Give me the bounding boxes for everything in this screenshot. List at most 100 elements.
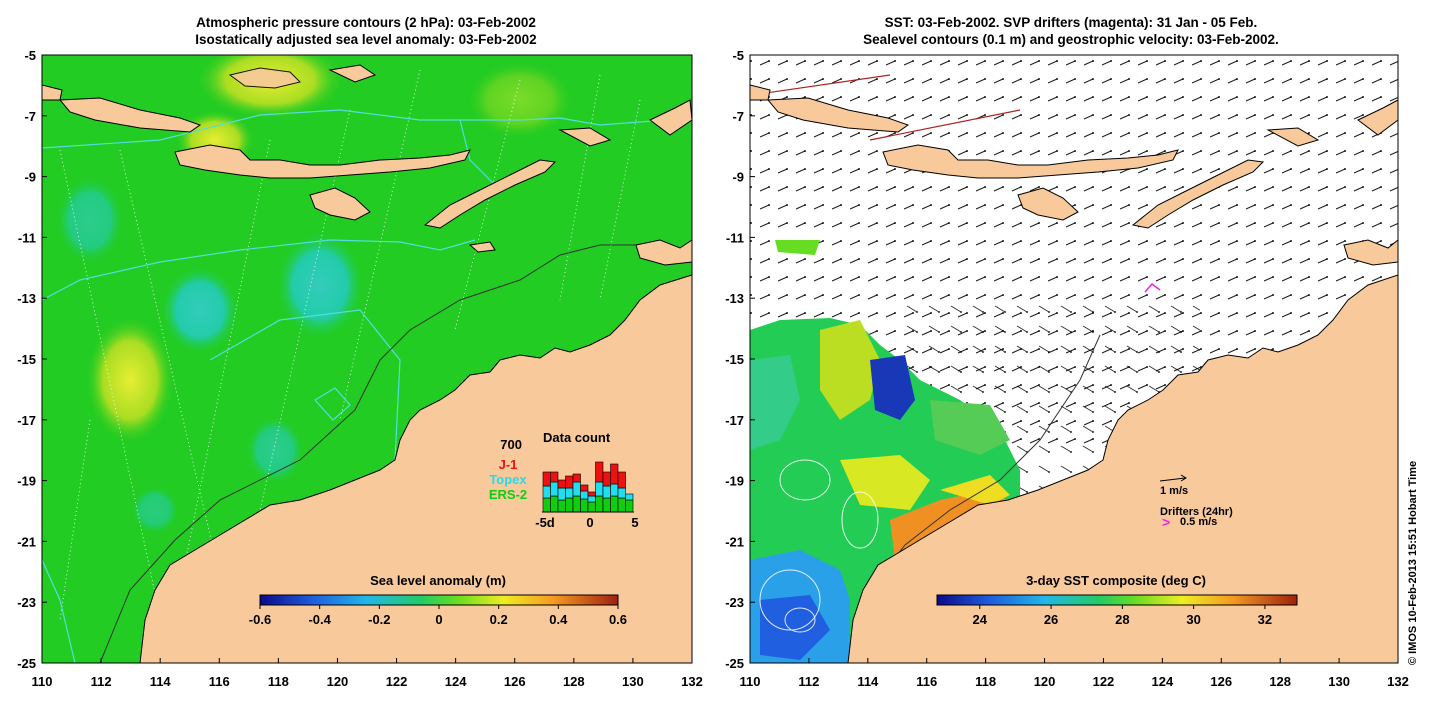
left-lon-tick-label: 112 <box>91 674 112 689</box>
left-colorbar: Sea level anomaly (m) -0.6 -0.4 -0.2 0 0.2 0.… <box>249 573 627 627</box>
data-count-bar-segment <box>580 498 589 513</box>
left-colorbar-tick-label: 0.6 <box>609 612 627 627</box>
right-lon-tick-label: 126 <box>1210 674 1232 689</box>
right-map-area <box>750 55 1398 663</box>
data-count-bar-segment <box>595 481 604 497</box>
left-colorbar-gradient <box>259 594 619 606</box>
data-count-bars <box>542 461 634 513</box>
data-count-bar-segment <box>557 479 566 489</box>
right-lon-tick-label: 112 <box>798 674 819 689</box>
anomaly-low-far-west <box>55 175 125 265</box>
right-colorbar-label: 3-day SST composite (deg C) <box>1026 573 1206 588</box>
velocity-legend-arrowhead <box>1180 474 1187 482</box>
data-count-bar-segment <box>587 491 596 497</box>
left-colorbar-tick-label: 0.2 <box>490 612 508 627</box>
data-count-bar-segment <box>602 485 611 499</box>
left-colorbar-tick-label: 0 <box>435 612 442 627</box>
lesser-sunda-land <box>174 144 471 179</box>
right-lon-tick-label: 114 <box>857 674 879 689</box>
right-colorbar-tick-label: 30 <box>1186 612 1200 627</box>
left-lat-tick-label: -15 <box>17 352 36 367</box>
data-count-bar-segment <box>572 481 581 497</box>
left-map-area <box>42 55 692 663</box>
right-colorbar-tick-label: 24 <box>973 612 988 627</box>
right-lat-tick-label: -21 <box>725 534 744 549</box>
left-lon-tick-label: 124 <box>445 674 467 689</box>
right-colorbar: 3-day SST composite (deg C) 24 26 28 30 32 <box>936 573 1298 627</box>
left-lon-tick-label: 132 <box>681 674 703 689</box>
right-lat-tick-label: -5 <box>732 48 744 63</box>
left-colorbar-tick-label: -0.4 <box>308 612 331 627</box>
right-lon-tick-label: 130 <box>1328 674 1350 689</box>
tanimbar-land <box>649 99 692 136</box>
right-lat-tick-label: -19 <box>725 474 744 489</box>
data-count-bar-segment <box>617 497 626 513</box>
left-title-line2: Isostatically adjusted sea level anomaly… <box>195 32 536 47</box>
right-lon-tick-label: 110 <box>740 674 761 689</box>
legend-ers2: ERS-2 <box>489 487 527 502</box>
data-count-bar-segment <box>542 485 551 499</box>
data-count-bar-segment <box>572 473 581 483</box>
right-axes: -5 -7 -9 -11 -13 -15 -17 -19 -21 -23 -25 110 112 114 1… <box>725 48 1409 689</box>
data-count-tick-end: 5 <box>631 515 638 530</box>
left-lon-tick-label: 128 <box>563 674 585 689</box>
data-count-bar-segment <box>602 497 611 513</box>
data-count-bar-segment <box>617 487 626 499</box>
drifter-track-magenta <box>1144 282 1161 293</box>
rote-land <box>468 241 496 253</box>
legend-j1: J-1 <box>499 457 518 472</box>
velocity-legend: 1 m/s Drifters (24hr) > 0.5 m/s <box>1159 474 1233 530</box>
data-count-bar-segment <box>565 475 574 489</box>
right-sumba-land <box>1017 187 1079 221</box>
left-lat-tick-label: -7 <box>24 109 36 124</box>
left-lon-tick-label: 114 <box>150 674 172 689</box>
anomaly-low-west <box>160 265 240 355</box>
data-count-bar-segment <box>550 495 559 513</box>
data-count-bar-segment <box>602 471 611 487</box>
sst-composite <box>750 240 1020 663</box>
left-lat-tick-label: -19 <box>17 474 36 489</box>
data-count-bar-segment <box>580 484 589 492</box>
left-colorbar-label: Sea level anomaly (m) <box>370 573 506 588</box>
sumba-land <box>309 187 371 221</box>
right-title-line1: SST: 03-Feb-2002. SVP drifters (magenta)… <box>885 15 1258 30</box>
right-java-land <box>766 97 910 133</box>
left-lat-tick-label: -9 <box>24 170 36 185</box>
data-count-bar-segment <box>625 493 634 501</box>
left-lon-tick-label: 120 <box>327 674 349 689</box>
left-lon-tick-label: 116 <box>209 674 230 689</box>
anomaly-high-west <box>85 315 175 445</box>
right-lat-tick-label: -15 <box>725 352 744 367</box>
arafura-coast-land <box>635 239 692 266</box>
left-lon-tick-label: 110 <box>32 674 53 689</box>
left-colorbar-tick-label: -0.6 <box>249 612 271 627</box>
data-count-bar-segment <box>557 487 566 501</box>
right-australia-land <box>847 274 1398 663</box>
left-lat-tick-label: -25 <box>17 656 36 671</box>
data-count-bar-segment <box>610 483 619 497</box>
data-count-bar-segment <box>550 471 559 483</box>
right-lat-tick-label: -11 <box>726 230 744 245</box>
right-lon-tick-label: 132 <box>1387 674 1409 689</box>
left-lat-tick-label: -17 <box>17 413 36 428</box>
left-lat-tick-label: -21 <box>17 534 36 549</box>
data-count-bar-segment <box>587 501 596 513</box>
right-colorbar-gradient <box>936 594 1298 606</box>
right-arafura-coast-land <box>1343 239 1398 266</box>
left-lon-tick-label: 130 <box>622 674 644 689</box>
data-count-bar-segment <box>587 495 596 503</box>
right-lon-tick-label: 122 <box>1093 674 1115 689</box>
left-title-line1: Atmospheric pressure contours (2 hPa): 0… <box>196 15 536 30</box>
data-count-bar-segment <box>610 495 619 513</box>
right-java-west-land <box>750 84 771 101</box>
right-lon-tick-label: 116 <box>916 674 937 689</box>
data-count-bar-segment <box>595 495 604 513</box>
left-lat-tick-label: -23 <box>17 595 36 610</box>
right-colorbar-tick-label: 32 <box>1258 612 1272 627</box>
right-tanimbar-land <box>1357 99 1398 136</box>
anomaly-low-center <box>275 230 365 340</box>
left-lon-tick-label: 118 <box>268 674 289 689</box>
legend-topex: Topex <box>489 472 527 487</box>
wetar-land <box>558 127 612 147</box>
